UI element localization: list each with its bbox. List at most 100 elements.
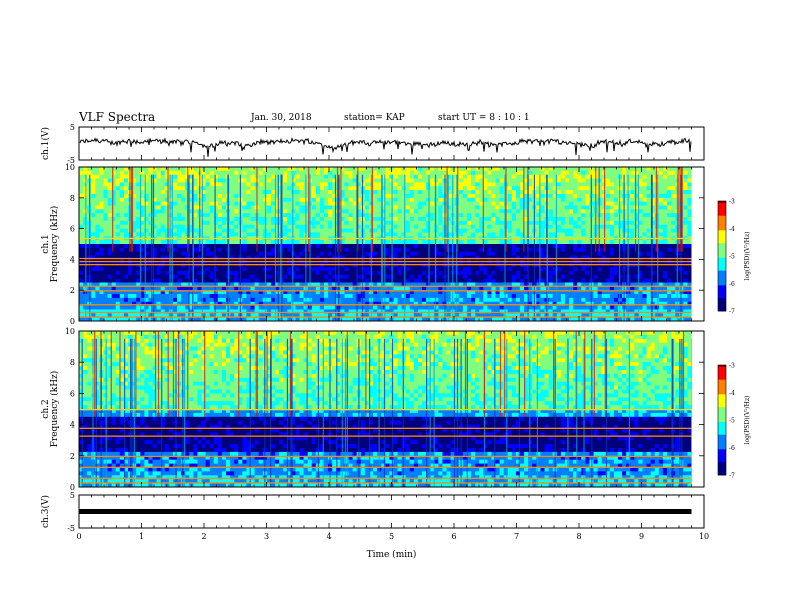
spectrogram-cell	[352, 193, 358, 199]
spectrogram-cell	[250, 170, 255, 176]
spectrogram-cell	[487, 224, 492, 229]
spectrogram-cell	[266, 232, 272, 237]
spectrogram-cell	[172, 201, 178, 206]
spectrogram-cell	[152, 220, 157, 226]
spectrogram-cell	[377, 170, 382, 176]
spectrogram-cell	[642, 217, 647, 222]
spectrogram-cell	[177, 251, 182, 256]
spectrogram-cell	[140, 247, 145, 253]
spectrogram-cell	[646, 232, 652, 237]
spectrogram-cell	[205, 228, 211, 233]
spectrogram-cell	[528, 278, 533, 283]
spectrogram-cell	[181, 290, 186, 295]
spectrogram-cell	[556, 217, 562, 222]
spectrogram-cell	[569, 193, 574, 199]
spectrogram-cell	[205, 190, 211, 195]
spectrogram-cell	[605, 174, 611, 179]
spectrogram-cell	[569, 244, 574, 249]
spectrogram-cell	[564, 182, 570, 187]
spectrogram-cell	[303, 167, 309, 172]
spectrogram-cell	[430, 193, 435, 199]
spectrogram-cell	[618, 232, 623, 237]
spectrogram-cell	[564, 278, 570, 283]
spectrogram-cell	[328, 217, 333, 222]
spectrogram-cell	[242, 197, 247, 203]
spectrogram-cell	[172, 255, 178, 260]
spectrogram-cell	[585, 190, 590, 195]
spectrogram-cell	[401, 209, 407, 214]
spectrogram-cell	[401, 263, 407, 268]
spectrogram-cell	[528, 270, 533, 276]
spectrogram-cell	[132, 244, 137, 249]
spectrogram-cell	[650, 251, 656, 256]
spectrogram-cell	[560, 247, 566, 253]
spectrogram-cell	[172, 190, 178, 195]
spectrogram-cell	[569, 278, 574, 283]
spectrogram-cell	[495, 247, 500, 253]
spectrogram-cell	[613, 186, 619, 191]
spectrogram-cell	[401, 251, 407, 256]
spectrogram-cell	[426, 267, 431, 272]
spectrogram-cell	[123, 205, 129, 210]
spectrogram-cell	[597, 201, 603, 206]
spectrogram-cell	[364, 201, 370, 206]
spectrogram-cell	[373, 217, 378, 222]
spectrogram-cell	[152, 240, 157, 245]
spectrogram-cell	[242, 251, 247, 256]
spectrogram-cell	[201, 197, 206, 203]
spectrogram-cell	[515, 263, 521, 268]
spectrogram-cell	[658, 205, 664, 210]
spectrogram-cell	[119, 286, 125, 291]
spectrogram-cell	[569, 167, 574, 172]
spectrogram-cell	[479, 170, 484, 176]
spectrogram-cell	[597, 240, 603, 245]
spectrogram-cell	[209, 232, 215, 237]
spectrogram-cell	[177, 286, 182, 291]
spectrogram-cell	[487, 170, 492, 176]
spectrogram-cell	[520, 263, 525, 268]
spectrogram-cell	[315, 270, 321, 276]
spectrogram-cell	[258, 186, 264, 191]
spectrogram-cell	[107, 290, 113, 295]
spectrogram-cell	[205, 220, 211, 226]
spectrogram-cell	[385, 255, 390, 260]
spectrogram-cell	[201, 217, 206, 222]
spectrogram-cell	[295, 186, 300, 191]
spectrogram-cell	[401, 247, 407, 253]
spectrogram-cell	[581, 167, 586, 172]
spectrogram-cell	[352, 290, 358, 295]
spectrogram-cell	[593, 255, 598, 260]
spectrogram-cell	[667, 244, 672, 249]
spectrogram-cell	[311, 278, 317, 283]
spectrogram-cell	[401, 201, 407, 206]
spectrogram-cell	[552, 220, 558, 226]
spectrogram-cell	[119, 278, 125, 283]
spectrogram-cell	[475, 205, 480, 210]
spectrogram-cell	[344, 267, 349, 272]
spectrogram-cell	[201, 282, 206, 287]
spectrogram-cell	[352, 220, 358, 226]
spectrogram-cell	[413, 182, 419, 187]
spectrogram-cell	[618, 182, 623, 187]
spectrogram-cell	[168, 290, 174, 295]
spectrogram-cell	[634, 182, 639, 187]
spectrogram-cell	[597, 247, 603, 253]
spectrogram-cell	[409, 267, 415, 272]
spectrogram-cell	[466, 240, 472, 245]
spectrogram-cell	[103, 197, 108, 203]
spectrogram-cell	[119, 244, 125, 249]
spectrogram-cell	[422, 182, 427, 187]
spectrogram-cell	[246, 251, 251, 256]
spectrogram-cell	[189, 224, 194, 229]
spectrogram-cell	[275, 267, 280, 272]
spectrogram-cell	[115, 178, 121, 183]
spectrogram-cell	[581, 274, 586, 280]
spectrogram-cell	[275, 290, 280, 295]
spectrogram-cell	[397, 224, 402, 229]
spectrogram-cell	[156, 209, 162, 214]
spectrogram-cell	[115, 240, 121, 245]
spectrogram-cell	[479, 244, 484, 249]
spectrogram-cell	[344, 274, 349, 280]
spectrogram-cell	[462, 174, 468, 179]
spectrogram-cell	[373, 193, 378, 199]
